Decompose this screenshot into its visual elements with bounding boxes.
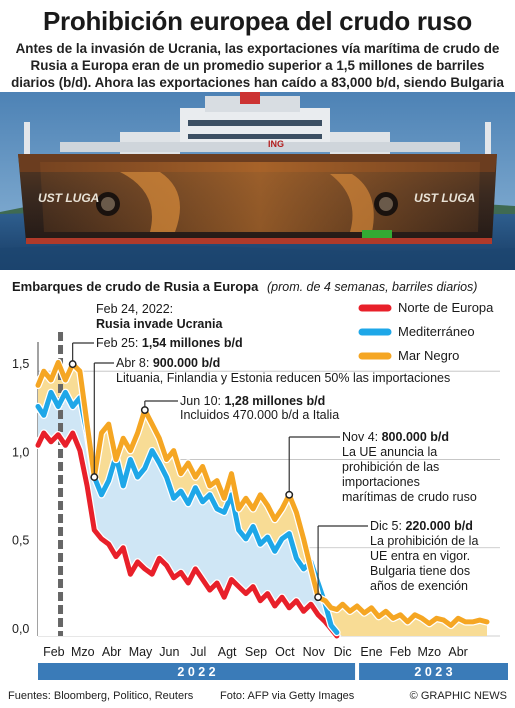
y-tick-label: 1,5 (12, 357, 29, 371)
chart-subtitle: (prom. de 4 semanas, barriles diarios) (267, 280, 478, 294)
deck-label: ING (268, 139, 284, 149)
annotation-nov4-line: marítimas de crudo ruso (342, 490, 477, 504)
annotation-text: UE entra en vigor. (370, 549, 470, 563)
norte-line (35, 430, 340, 639)
annotation-jun10-line: Incluidos 470.000 b/d a Italia (180, 408, 339, 422)
annotation-dot-nov4 (285, 490, 294, 499)
annotation-text: Nov 4: (342, 430, 382, 444)
annotation-text: prohibición de las (342, 460, 439, 474)
annotation-dot-abr8 (90, 473, 99, 482)
annotation-text: Feb 24, 2022: (96, 302, 173, 316)
year-bar-0 (38, 663, 356, 680)
annotation-feb24-line: Rusia invade Ucrania (96, 317, 223, 331)
annotation-abr8-line: Lituania, Finlandia y Estonia reducen 50… (116, 371, 450, 385)
ship-name-left: UST LUGA (38, 191, 99, 205)
annotation-nov4-line: importaciones (342, 475, 420, 489)
x-tick-label: Feb (43, 645, 65, 659)
annotation-dot-jun10 (140, 406, 149, 414)
annotation-nov4-line: prohibición de las (342, 460, 439, 474)
x-tick-label: Oct (275, 645, 295, 659)
annotation-value: 800.000 b/d (382, 430, 449, 444)
x-tick-label: Mzo (417, 645, 441, 659)
photo-credit: Foto: AFP via Getty Images (220, 690, 355, 702)
annotation-nov4-line: La UE anuncia la (342, 445, 437, 459)
annotation-feb25-line: Feb 25: 1,54 millones b/d (96, 336, 243, 350)
x-tick-label: Sep (245, 645, 267, 659)
ship-name-right: UST LUGA (414, 191, 475, 205)
annotation-dic5-line: años de exención (370, 579, 468, 593)
annotation-nov4-line: Nov 4: 800.000 b/d (342, 430, 449, 444)
annotation-text: años de exención (370, 579, 468, 593)
year-label-0: 2 0 2 2 (177, 665, 215, 679)
x-tick-label: May (129, 645, 153, 659)
annotation-dic5-line: La prohibición de la (370, 534, 478, 548)
annotation-value: 1,54 millones b/d (142, 336, 243, 350)
annotation-dic5-line: UE entra en vigor. (370, 549, 470, 563)
y-tick-label: 0,0 (12, 622, 29, 636)
annotation-text: Bulgaria tiene dos (370, 564, 470, 578)
x-tick-label: Jun (159, 645, 179, 659)
annotation-feb24-line: Feb 24, 2022: (96, 302, 173, 316)
annotation-text: La UE anuncia la (342, 445, 437, 459)
year-bar-1 (359, 663, 508, 680)
x-tick-label: Feb (390, 645, 412, 659)
x-tick-label: Dic (334, 645, 352, 659)
legend-label-negro: Mar Negro (398, 348, 459, 363)
norte-band (38, 433, 337, 636)
x-tick-label: Agt (218, 645, 237, 659)
y-tick-label: 1,0 (12, 445, 29, 459)
negro-line (35, 359, 490, 628)
legend-label-mediterraneo: Mediterráneo (398, 324, 475, 339)
annotation-value: 900.000 b/d (153, 356, 220, 370)
annotation-dic5-line: Bulgaria tiene dos (370, 564, 470, 578)
x-tick-label: Ene (360, 645, 382, 659)
chart-title-main: Embarques de crudo de Rusia a Europa (12, 279, 259, 294)
x-tick-label: Jul (190, 645, 206, 659)
annotation-text: Jun 10: (180, 394, 224, 408)
annotation-text: importaciones (342, 475, 420, 489)
annotation-text: Incluidos 470.000 b/d a Italia (180, 408, 339, 422)
chart-title: Embarques de crudo de Rusia a Europa (pr… (12, 279, 477, 294)
annotation-text: marítimas de crudo ruso (342, 490, 477, 504)
x-tick-label: Mzo (71, 645, 95, 659)
annotation-value: 1,28 millones b/d (224, 394, 325, 408)
annotation-text: Feb 25: (96, 336, 142, 350)
mediterraneo-band (38, 392, 337, 636)
x-tick-label: Nov (303, 645, 326, 659)
annotation-text: Rusia invade Ucrania (96, 317, 223, 331)
page-title: Prohibición europea del crudo ruso (43, 6, 472, 36)
year-label-1: 2 0 2 3 (414, 665, 452, 679)
tanker-photo: ING UST LUGA UST LUGA (0, 92, 515, 270)
copyright: © GRAPHIC NEWS (409, 690, 507, 702)
annotation-value: 220.000 b/d (405, 519, 472, 533)
shipments-chart: Embarques de crudo de Rusia a Europa (pr… (12, 279, 508, 680)
annotation-jun10-line: Jun 10: 1,28 millones b/d (180, 394, 325, 408)
annotation-text: Abr 8: (116, 356, 153, 370)
annotation-dot-feb25 (68, 360, 77, 369)
annotation-text: Dic 5: (370, 519, 405, 533)
annotation-text: La prohibición de la (370, 534, 478, 548)
annotation-dot-dic5 (314, 593, 323, 602)
y-tick-label: 0,5 (12, 534, 29, 548)
sources: Fuentes: Bloomberg, Politico, Reuters (8, 690, 194, 702)
x-tick-label: Abr (102, 645, 121, 659)
annotation-text: Lituania, Finlandia y Estonia reducen 50… (116, 371, 450, 385)
annotation-abr8-line: Abr 8: 900.000 b/d (116, 356, 220, 370)
x-tick-label: Abr (448, 645, 467, 659)
legend-label-norte: Norte de Europa (398, 300, 494, 315)
annotation-dic5-line: Dic 5: 220.000 b/d (370, 519, 473, 533)
